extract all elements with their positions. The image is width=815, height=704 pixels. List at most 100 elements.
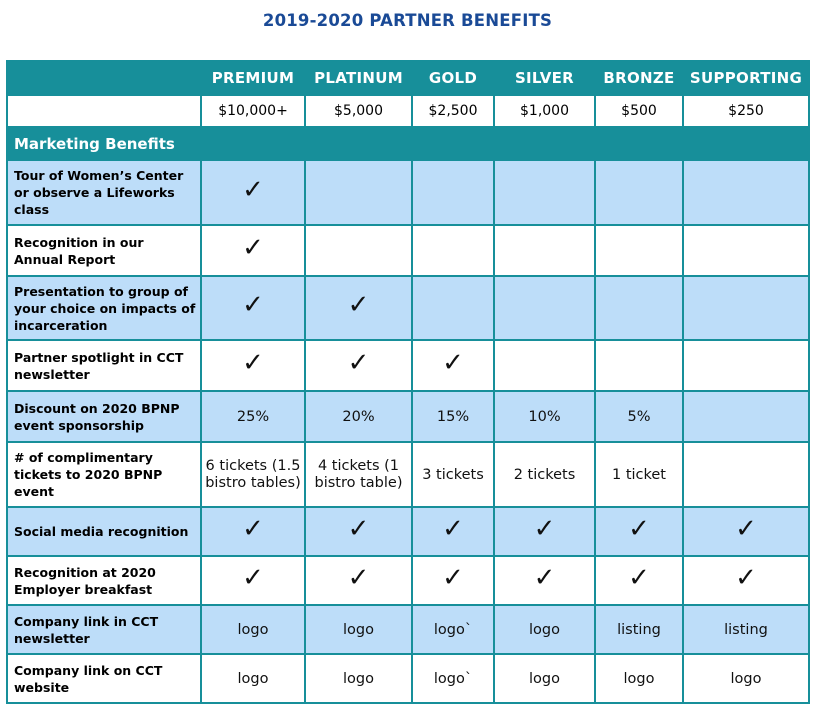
checkmark-icon: ✓: [628, 562, 650, 593]
benefit-value: [411, 275, 495, 341]
benefit-cell: ✓: [304, 275, 413, 341]
benefit-cell: ✓: [200, 555, 306, 606]
checkmark-icon: ✓: [347, 513, 370, 544]
benefit-value: 15%: [411, 390, 495, 443]
benefit-label: # of complimentary tickets to 2020 BPNP …: [6, 441, 202, 508]
benefit-value: 10%: [493, 390, 596, 443]
benefit-value: [682, 275, 810, 341]
benefit-value: [493, 275, 596, 341]
benefit-row: Presentation to group of your choice on …: [6, 275, 810, 341]
benefit-cell: ✓: [493, 506, 596, 557]
benefit-cell: ✓: [200, 275, 306, 341]
benefit-value: 25%: [200, 390, 306, 443]
benefit-label: Recognition at 2020 Employer breakfast: [6, 555, 202, 606]
tier-header: PREMIUM: [200, 60, 306, 96]
tier-price: $5,000: [304, 94, 413, 128]
benefit-value: 1 ticket: [594, 441, 684, 508]
partner-benefits-table: PREMIUM PLATINUM GOLD SILVER BRONZE SUPP…: [6, 60, 810, 704]
benefit-cell: ✓: [594, 555, 684, 606]
benefit-value: logo: [200, 653, 306, 704]
benefit-cell: ✓: [200, 339, 306, 392]
benefit-value: 5%: [594, 390, 684, 443]
benefit-cell: ✓: [200, 159, 306, 226]
checkmark-icon: ✓: [347, 562, 370, 593]
benefit-value: logo: [594, 653, 684, 704]
benefit-value: [493, 159, 596, 226]
section-title: Marketing Benefits: [6, 126, 810, 161]
benefit-value: [304, 159, 413, 226]
benefit-cell: ✓: [594, 506, 684, 557]
checkmark-icon: ✓: [628, 513, 650, 544]
benefit-value: 20%: [304, 390, 413, 443]
benefit-value: [594, 339, 684, 392]
benefit-value: logo: [304, 604, 413, 655]
benefit-value: [594, 224, 684, 277]
benefit-value: [594, 275, 684, 341]
tier-header: PLATINUM: [304, 60, 413, 96]
tier-header: GOLD: [411, 60, 495, 96]
tier-price: $2,500: [411, 94, 495, 128]
benefit-label: Company link on CCT website: [6, 653, 202, 704]
checkmark-icon: ✓: [533, 513, 556, 544]
benefit-row: Recognition in our Annual Report ✓: [6, 224, 810, 277]
benefit-value: [682, 441, 810, 508]
header-blank-cell: [6, 60, 202, 96]
benefit-value: logo`: [411, 653, 495, 704]
tier-header: SUPPORTING: [682, 60, 810, 96]
benefit-cell: ✓: [411, 555, 495, 606]
benefit-label: Company link in CCT newsletter: [6, 604, 202, 655]
benefit-cell: ✓: [682, 506, 810, 557]
benefit-value: [682, 339, 810, 392]
benefit-value: logo: [493, 653, 596, 704]
benefit-value: 6 tickets (1.5 bistro tables): [200, 441, 306, 508]
benefit-cell: ✓: [411, 506, 495, 557]
page-title: 2019-2020 PARTNER BENEFITS: [262, 11, 553, 30]
benefit-row: Company link in CCT newsletter logo logo lo…: [6, 604, 810, 655]
benefit-row: Partner spotlight in CCT newsletter ✓ ✓ ✓: [6, 339, 810, 392]
benefit-value: [411, 159, 495, 226]
benefit-cell: ✓: [200, 224, 306, 277]
benefit-value: 2 tickets: [493, 441, 596, 508]
benefit-row: Recognition at 2020 Employer breakfast ✓ ✓…: [6, 555, 810, 606]
tier-price: $1,000: [493, 94, 596, 128]
benefit-value: [682, 390, 810, 443]
benefit-label: Social media recognition: [6, 506, 202, 557]
benefit-value: logo: [304, 653, 413, 704]
benefit-value: logo: [682, 653, 810, 704]
benefit-row: Social media recognition ✓ ✓ ✓ ✓ ✓ ✓: [6, 506, 810, 557]
benefit-value: [493, 339, 596, 392]
checkmark-icon: ✓: [242, 290, 264, 320]
benefit-cell: ✓: [493, 555, 596, 606]
tier-price: $10,000+: [200, 94, 306, 128]
benefit-value: logo: [493, 604, 596, 655]
benefit-value: logo`: [411, 604, 495, 655]
benefit-value: [493, 224, 596, 277]
tier-header-row: PREMIUM PLATINUM GOLD SILVER BRONZE SUPP…: [6, 60, 810, 96]
benefit-cell: ✓: [304, 555, 413, 606]
benefit-value: listing: [682, 604, 810, 655]
benefit-label: Presentation to group of your choice on …: [6, 275, 202, 341]
benefit-value: [682, 159, 810, 226]
price-row: $10,000+ $5,000 $2,500 $1,000 $500 $250: [6, 94, 810, 128]
checkmark-icon: ✓: [533, 562, 556, 593]
benefit-row: Company link on CCT website logo logo logo`…: [6, 653, 810, 704]
benefit-row: Tour of Women’s Center or observe a Life…: [6, 159, 810, 226]
benefit-cell: ✓: [200, 506, 306, 557]
tier-price: $250: [682, 94, 810, 128]
benefit-cell: ✓: [304, 339, 413, 392]
checkmark-icon: ✓: [442, 347, 464, 378]
checkmark-icon: ✓: [442, 562, 464, 593]
checkmark-icon: ✓: [735, 562, 757, 593]
benefit-value: [594, 159, 684, 226]
section-row: Marketing Benefits: [6, 126, 810, 161]
benefit-value: [411, 224, 495, 277]
benefit-label: Partner spotlight in CCT newsletter: [6, 339, 202, 392]
checkmark-icon: ✓: [242, 562, 264, 593]
checkmark-icon: ✓: [242, 174, 264, 205]
benefit-value: [682, 224, 810, 277]
benefit-row: # of complimentary tickets to 2020 BPNP …: [6, 441, 810, 508]
checkmark-icon: ✓: [242, 232, 264, 263]
benefit-label: Tour of Women’s Center or observe a Life…: [6, 159, 202, 226]
benefit-value: logo: [200, 604, 306, 655]
tier-price: $500: [594, 94, 684, 128]
